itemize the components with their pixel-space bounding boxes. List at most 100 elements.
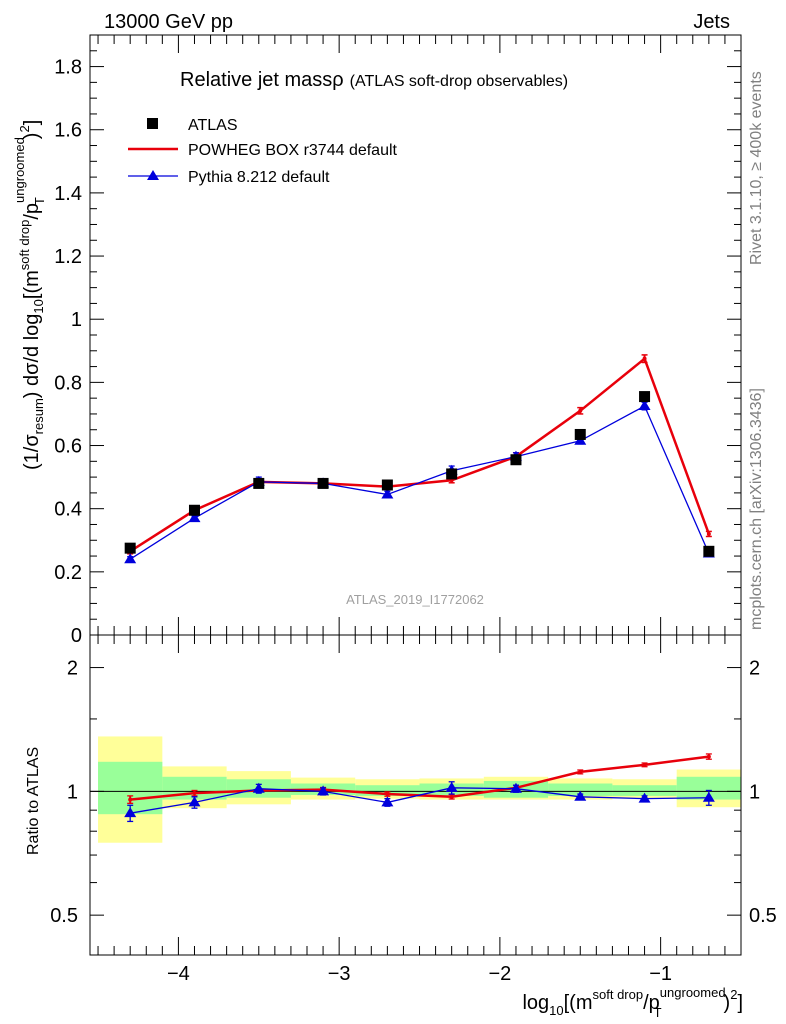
pythia-ratio-point <box>509 782 522 793</box>
energy-label: 13000 GeV pp <box>104 11 233 33</box>
legend-pythia-marker <box>147 170 159 180</box>
x-title-sup: 2 <box>730 987 737 1002</box>
ratio-frame <box>89 634 742 956</box>
uncertainty-band-inner <box>548 783 613 796</box>
legend-powheg-label: POWHEG BOX r3744 default <box>188 142 398 159</box>
main-axes: 0 0.2 0.4 0.6 0.8 1 1.2 1.4 1.6 1.8 <box>54 34 742 647</box>
x-tick-label: −2 <box>488 963 511 985</box>
x-tick-label: −1 <box>649 963 672 985</box>
mcplots-label: mcplots.cern.ch [arXiv:1306.3436] <box>748 388 765 630</box>
uncertainty-band-inner <box>355 785 420 796</box>
x-tick-label: −4 <box>167 963 190 985</box>
powheg-ratio-point <box>578 769 583 774</box>
powheg-ratio-point <box>385 792 390 797</box>
pythia-ratio-point <box>252 782 265 793</box>
powheg-point <box>706 531 711 536</box>
uncertainty-band-inner <box>676 776 741 800</box>
y-title-part: [(m <box>21 270 43 299</box>
legend: ATLAS POWHEG BOX r3744 default Pythia 8.… <box>128 117 398 186</box>
x-title-part: /p <box>643 992 660 1014</box>
legend-atlas-label: ATLAS <box>188 117 238 134</box>
x-title-part: log <box>522 992 549 1014</box>
y-title-sup: 2 <box>17 125 32 132</box>
process-label: Jets <box>693 11 730 33</box>
legend-atlas-marker <box>147 118 158 129</box>
atlas-point <box>381 479 393 491</box>
pythia-ratio-point <box>702 791 715 802</box>
x-axis-title: log10[(msoft drop/pungroomed T)2] <box>522 985 743 1020</box>
y-tick-label: 0.6 <box>54 436 82 458</box>
powheg-ratio-point <box>642 762 647 767</box>
pythia-ratio-point <box>188 796 201 807</box>
atlas-point <box>253 477 265 489</box>
powheg-ratio-point <box>449 794 454 799</box>
powheg-ratio-point <box>128 797 133 802</box>
atlas-point <box>188 504 200 516</box>
y-title-part: ) <box>21 133 43 140</box>
main-panel: 0 0.2 0.4 0.6 0.8 1 1.2 1.4 1.6 1.8 <box>54 34 742 647</box>
powheg-ratio-point <box>706 754 711 759</box>
ratio-y-tick-label-right: 2 <box>749 658 760 680</box>
pythia-ratio-point <box>124 807 137 818</box>
y-tick-label: 1 <box>71 309 82 331</box>
x-title-sub: T <box>654 1005 662 1020</box>
ratio-y-tick-label: 2 <box>67 658 78 680</box>
y-tick-label: 0 <box>71 625 82 647</box>
y-tick-label: 1.4 <box>54 183 82 205</box>
powheg-line <box>129 356 711 553</box>
atlas-point <box>574 428 586 440</box>
pythia-ratio-point <box>574 790 587 801</box>
atlas-point <box>317 477 329 489</box>
powheg-point <box>578 408 583 413</box>
atlas-point <box>124 542 136 554</box>
ratio-panel: 0.5 0.5 1 1 2 2 −4 −3 −2 −1 <box>50 634 777 985</box>
title-main: Relative jet massρ <box>180 69 344 91</box>
pythia-point <box>381 488 394 499</box>
pythia-point <box>638 400 651 411</box>
y-title-part: ] <box>21 120 43 126</box>
rivet-label: Rivet 3.1.10, ≥ 400k events <box>748 71 765 265</box>
y-title-sub: resum <box>31 398 46 434</box>
atlas-point <box>510 454 522 466</box>
y-title-sub: T <box>32 197 47 205</box>
y-tick-label: 0.4 <box>54 499 82 521</box>
pythia-ratio-point <box>445 781 458 792</box>
y-title-sub: 10 <box>31 299 46 313</box>
analysis-id: ATLAS_2019_I1772062 <box>346 592 484 607</box>
uncertainty-band-inner <box>612 785 677 796</box>
legend-pythia-label: Pythia 8.212 default <box>188 169 330 186</box>
atlas-point <box>703 545 715 557</box>
y-tick-label: 1.6 <box>54 120 82 142</box>
x-title-sub: 10 <box>549 1003 563 1018</box>
ratio-y-axis-title: Ratio to ATLAS <box>25 747 42 855</box>
y-title-part: ) dσ/d log <box>21 314 43 399</box>
pythia-ratio-line <box>130 787 709 814</box>
ratio-y-tick-label-right: 1 <box>749 781 760 803</box>
x-title-part: ] <box>737 992 743 1014</box>
x-title-sup: soft drop <box>593 987 644 1002</box>
y-tick-label: 0.8 <box>54 372 82 394</box>
atlas-point <box>639 391 651 403</box>
ratio-y-tick-label: 0.5 <box>50 905 78 927</box>
ratio-y-tick-label: 1 <box>67 781 78 803</box>
y-title-sup: ungroomed <box>12 137 27 203</box>
pythia-line <box>129 405 710 560</box>
y-title-sup: soft drop <box>17 220 32 271</box>
x-tick-label: −3 <box>328 963 351 985</box>
ratio-content <box>90 736 741 843</box>
ratio-y-tick-label-right: 0.5 <box>749 905 777 927</box>
x-title-part: ) <box>724 992 731 1014</box>
x-title-sup: ungroomed <box>660 985 726 1000</box>
atlas-point <box>446 468 458 480</box>
y-tick-label: 1.2 <box>54 246 82 268</box>
main-content <box>124 354 715 564</box>
ratio-axes: 0.5 0.5 1 1 2 2 −4 −3 −2 −1 <box>50 635 777 985</box>
pythia-point <box>124 553 137 564</box>
y-axis-title: (1/σresum) dσ/d log10[(msoft drop/pungro… <box>12 120 47 470</box>
powheg-ratio-point <box>192 791 197 796</box>
pythia-ratio-point <box>381 796 394 807</box>
y-tick-label: 0.2 <box>54 562 82 584</box>
y-title-part: (1/σ <box>21 434 43 470</box>
pythia-ratio-point <box>638 792 651 803</box>
